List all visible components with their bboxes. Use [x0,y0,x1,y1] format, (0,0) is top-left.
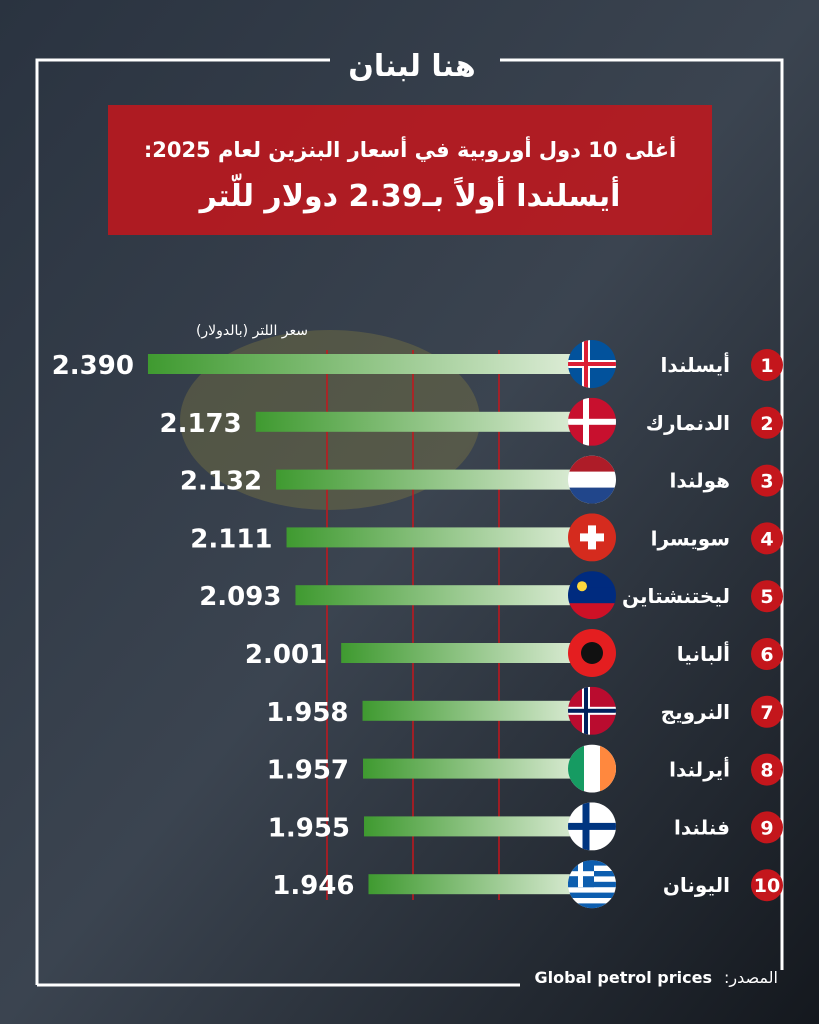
flag-part [568,603,616,620]
frame [35,58,784,987]
category-label: الدنمارك [646,411,730,435]
flag-part [568,418,616,425]
bar [276,469,590,490]
flag [568,513,616,562]
rank-badge [751,811,783,844]
value-label: 1.958 [266,698,348,728]
value-label: 2.111 [190,524,272,554]
flag-part [568,744,584,793]
decor-lines [326,350,500,900]
title-box [108,105,712,235]
flag [568,802,616,851]
rank-badge [751,406,783,439]
value-label: 1.957 [267,756,349,786]
bar [362,700,590,721]
flag-part [584,340,588,388]
bar [255,411,590,432]
bar [368,874,590,895]
rank-badge [751,580,783,613]
flag-part [568,892,616,898]
flag-part [583,397,589,446]
value-label: 1.955 [268,813,350,843]
flag-part [577,581,587,592]
category-label: أيرلندا [669,756,730,782]
value-label: 1.946 [272,871,354,901]
rank: 10 [754,875,780,897]
rank: 2 [760,413,773,435]
flag [568,744,616,793]
flag-part [582,802,590,851]
category-label: اليونان [663,873,730,897]
category-label: هولندا [670,469,731,493]
rows: 2.390 أيسلندا 1 2.173 الدنمارك 2 2.132 هولندا 3 2… [52,340,783,909]
value-label: 2.132 [180,467,262,497]
rank: 7 [760,702,773,724]
flag [568,629,616,677]
bar [147,354,590,374]
bar [341,643,590,663]
logo: هنا لبنان [348,49,475,84]
bar [286,527,590,548]
category-label: ألبانيا [677,640,730,666]
bar [363,758,590,779]
flag [568,571,616,620]
flag [568,860,616,909]
axis-label: سعر اللتر (بالدولار) [196,323,308,339]
rank-badge [751,464,783,497]
value-label: 2.173 [159,409,241,439]
flag [568,397,616,446]
rank-badge [751,638,783,670]
source: Global petrol prices [535,968,713,987]
value-label: 2.390 [52,351,134,381]
category-label: ليختنشتاين [622,584,730,608]
flag [568,455,616,504]
flag-part [584,686,588,735]
bar [295,585,590,606]
rank-badge [751,522,783,555]
flag [568,686,616,735]
rank-badge [751,349,783,381]
flag-part [568,362,616,366]
category-label: النرويج [661,700,730,724]
flag-part [581,642,603,664]
chart-subtitle: أيسلندا أولاً بـ2.39 دولار للّتر [198,173,621,214]
rank: 8 [760,760,773,782]
rank-badge [751,753,783,786]
flag-part [568,822,616,830]
rank: 1 [760,355,773,377]
flag [568,340,616,388]
source-label: المصدر: [724,968,778,988]
rank: 5 [760,586,773,608]
value-label: 2.093 [199,582,281,612]
category-label: فنلندا [674,815,730,839]
flag-part [578,860,583,888]
flag-part [568,455,616,472]
flag-part [568,708,616,713]
bar [364,816,590,837]
rank-badge [751,695,783,728]
flag-part [568,487,616,504]
category-label: أيسلندا [661,351,730,377]
rank-badge [751,869,783,902]
flag-part [600,744,616,793]
rank: 9 [760,817,773,839]
rank: 4 [760,528,773,550]
category-label: سويسرا [651,526,730,550]
value-label: 2.001 [245,640,327,670]
rank: 3 [760,471,773,493]
flag-part [568,903,616,909]
chart-title: أغلى 10 دول أوروبية في أسعار البنزين لعا… [144,135,676,162]
flag-part [588,525,596,550]
rank: 6 [760,644,773,666]
